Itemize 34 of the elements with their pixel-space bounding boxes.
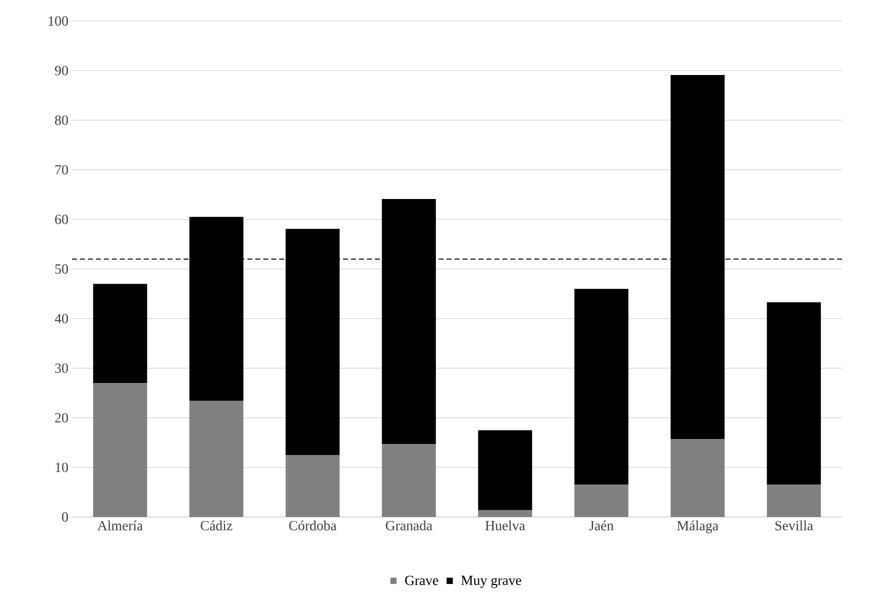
bar <box>574 288 628 485</box>
legend-label: Muy grave <box>461 576 522 588</box>
x-tick-label: Granada <box>386 520 432 530</box>
bar <box>766 484 821 517</box>
bar <box>766 302 821 485</box>
bar <box>189 400 244 517</box>
bar <box>93 284 148 384</box>
x-tick-label: Jaén <box>589 520 614 530</box>
y-tick-label: 30 <box>55 363 68 373</box>
y-tick-label: 60 <box>55 214 68 224</box>
y-tick-label: 10 <box>56 462 68 472</box>
x-tick-label: Huelva <box>485 520 526 530</box>
y-tick-label: 100 <box>48 16 68 26</box>
y-tick-label: 90 <box>54 66 68 76</box>
y-tick-label: 70 <box>55 165 68 175</box>
bar <box>382 199 436 444</box>
y-tick-label: 0 <box>62 512 68 522</box>
y-tick-label: 80 <box>55 115 68 125</box>
bar <box>93 383 148 517</box>
bar <box>382 444 436 517</box>
x-tick-label: Almería <box>97 520 143 530</box>
bar <box>670 439 725 517</box>
bar <box>478 430 532 510</box>
x-tick-label: Córdoba <box>289 520 336 530</box>
y-tick-label: 50 <box>55 264 68 274</box>
legend-label: Grave <box>405 576 438 586</box>
x-tick-label: Sevilla <box>775 520 814 530</box>
bar <box>478 510 532 517</box>
bar <box>286 455 340 517</box>
y-tick-label: 20 <box>55 413 68 423</box>
x-tick-label: Cádiz <box>200 520 232 530</box>
x-tick-label: Málaga <box>677 520 718 534</box>
y-tick-label: 40 <box>54 314 68 324</box>
bar <box>574 484 628 517</box>
